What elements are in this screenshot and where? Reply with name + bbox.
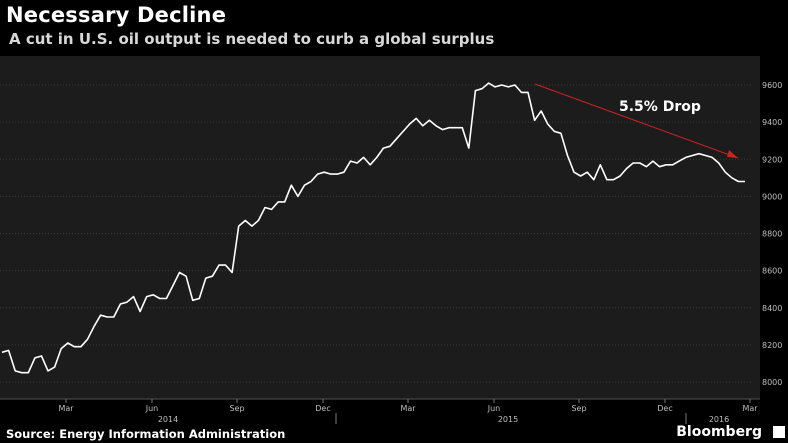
- annotation-label: 5.5% Drop: [619, 99, 701, 115]
- chart-title: Necessary Decline: [6, 3, 227, 27]
- x-tick-label: Mar: [58, 404, 74, 413]
- x-year-label: 2014: [158, 415, 178, 424]
- series-line: [1, 82, 745, 374]
- y-tick-label: 8400: [762, 304, 782, 313]
- y-tick-label: 9400: [762, 118, 782, 127]
- x-tick-label: Sep: [571, 404, 586, 413]
- x-tick-label: Dec: [315, 404, 330, 413]
- x-tick-label: Jun: [487, 404, 501, 413]
- brand-icon: [773, 426, 785, 438]
- y-tick-label: 8000: [762, 378, 782, 387]
- chart-subtitle: A cut in U.S. oil output is needed to cu…: [9, 30, 495, 48]
- trend-arrow: [534, 83, 739, 159]
- x-year-label: 2016: [709, 415, 729, 424]
- x-tick-label: Mar: [400, 404, 416, 413]
- trend-arrow-line: [534, 83, 739, 159]
- brand-logo-text: Bloomberg: [676, 424, 762, 440]
- y-axis-ticks: 8000 8200 8400 8600 8800 9000 9200 9400 9600: [762, 81, 782, 387]
- y-tick-label: 8200: [762, 341, 782, 350]
- x-tick-label: Mar: [742, 404, 758, 413]
- plot-area: [0, 56, 760, 399]
- x-tick-label: Sep: [229, 404, 244, 413]
- y-tick-label: 9000: [762, 192, 782, 201]
- trend-arrow-head: [727, 150, 738, 158]
- x-year-label: 2015: [498, 415, 518, 424]
- y-tick-label: 8600: [762, 267, 782, 276]
- x-tick-label: Dec: [657, 404, 672, 413]
- x-axis: Mar Jun Sep Dec Mar Jun Sep Dec Mar 2014 2015 2016: [0, 398, 760, 424]
- y-tick-label: 8800: [762, 230, 782, 239]
- x-tick-label: Jun: [145, 404, 159, 413]
- y-tick-label: 9600: [762, 81, 782, 90]
- y-tick-label: 9200: [762, 155, 782, 164]
- source-note: Source: Energy Information Administratio…: [6, 427, 286, 441]
